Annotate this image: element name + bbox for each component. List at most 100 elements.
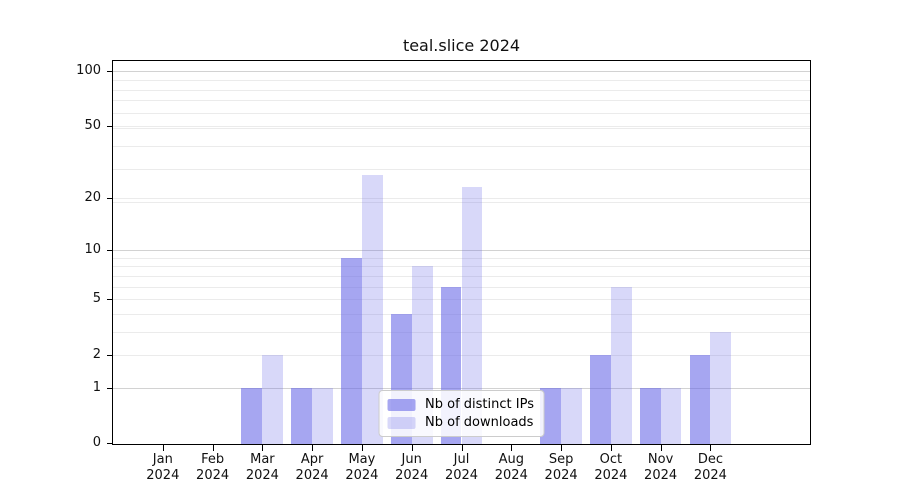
- legend-label-distinct-ips: Nb of distinct IPs: [425, 397, 534, 412]
- y-tick: [107, 126, 113, 127]
- x-tick: [212, 445, 214, 451]
- gridline-major: [113, 387, 810, 389]
- x-tick-label-month: Apr: [300, 452, 324, 467]
- x-tick-label: Jul 2024: [422, 452, 502, 484]
- gridline-minor: [113, 275, 810, 277]
- x-tick-label-year: 2024: [395, 468, 429, 483]
- gridline-minor: [113, 169, 810, 170]
- x-tick-label-month: Nov: [647, 452, 674, 467]
- gridline-minor: [113, 112, 810, 114]
- legend-swatch-distinct-ips: [387, 398, 416, 411]
- x-tick-label: Jan 2024: [123, 452, 203, 484]
- x-tick-label-month: Oct: [599, 452, 623, 467]
- gridline-minor: [113, 355, 810, 357]
- y-tick-label: 10: [84, 242, 101, 258]
- y-tick-label: 0: [92, 435, 101, 450]
- chart-title: teal.slice 2024: [402, 36, 521, 55]
- bar-downloads: [262, 355, 284, 444]
- bar-distinct-ips: [341, 257, 362, 444]
- gridline-minor: [113, 145, 810, 147]
- x-tick: [262, 445, 264, 451]
- gridline-major: [113, 70, 810, 72]
- bar-distinct-ips: [291, 387, 313, 444]
- gridline-minor: [113, 299, 810, 301]
- y-tick: [107, 387, 113, 389]
- x-tick: [162, 445, 164, 451]
- x-tick-label-year: 2024: [644, 468, 678, 483]
- x-tick-label: Feb 2024: [173, 452, 253, 484]
- gridline-minor: [113, 127, 810, 129]
- y-tick: [107, 197, 113, 199]
- bar-downloads: [610, 286, 632, 444]
- legend-item-downloads: Nb of downloads: [387, 415, 534, 430]
- bar-downloads: [312, 387, 333, 444]
- x-tick-label-year: 2024: [146, 468, 180, 483]
- x-tick-label: May 2024: [322, 452, 402, 484]
- x-tick-label-month: Jan: [152, 452, 173, 467]
- x-tick-label-month: Dec: [697, 452, 723, 467]
- x-tick-label-month: Sep: [548, 452, 574, 467]
- y-tick: [107, 250, 113, 252]
- x-tick: [312, 445, 314, 451]
- gridline-minor: [113, 331, 810, 333]
- x-tick: [660, 445, 662, 451]
- y-tick-label: 2: [92, 347, 101, 363]
- bar-distinct-ips: [689, 355, 711, 444]
- bar-distinct-ips: [639, 387, 661, 444]
- bar-distinct-ips: [241, 387, 263, 444]
- x-tick-label-year: 2024: [295, 468, 329, 483]
- legend-swatch-downloads: [387, 416, 416, 429]
- x-tick-label-year: 2024: [196, 468, 230, 483]
- x-tick: [610, 445, 612, 451]
- y-tick-label: 1: [92, 379, 101, 395]
- gridline-minor: [113, 197, 810, 199]
- x-tick-label-year: 2024: [594, 468, 628, 483]
- x-tick-label-month: Jun: [401, 452, 422, 467]
- plot-area: Nb of distinct IPs Nb of downloads: [112, 60, 811, 445]
- x-tick-label-year: 2024: [444, 468, 479, 483]
- bar-downloads: [710, 331, 732, 444]
- y-tick: [107, 70, 113, 72]
- bar-downloads: [361, 174, 383, 444]
- bar-distinct-ips: [589, 355, 611, 444]
- gridline-minor: [113, 266, 810, 268]
- gridline-minor: [113, 201, 810, 203]
- gridline-minor: [113, 286, 810, 288]
- legend-label-downloads: Nb of downloads: [425, 415, 534, 430]
- x-tick-label-month: Jul: [453, 452, 470, 467]
- bar-downloads: [660, 387, 682, 444]
- x-tick-label: Dec 2024: [670, 452, 750, 484]
- x-tick-label-month: Mar: [250, 452, 275, 467]
- gridline-minor: [113, 257, 810, 259]
- gridline-minor: [113, 100, 810, 102]
- y-tick-label: 5: [92, 291, 101, 307]
- x-tick-label-year: 2024: [544, 468, 578, 483]
- x-tick: [561, 445, 563, 451]
- x-tick-label-year: 2024: [693, 468, 727, 483]
- x-tick: [361, 445, 363, 451]
- bar-downloads: [561, 387, 582, 444]
- y-tick-label: 100: [76, 62, 101, 78]
- x-tick-label: Oct 2024: [571, 452, 651, 484]
- legend: Nb of distinct IPs Nb of downloads: [378, 390, 545, 437]
- legend-item-distinct-ips: Nb of distinct IPs: [387, 397, 534, 412]
- gridline-minor: [113, 89, 810, 91]
- x-tick-label-month: Aug: [498, 452, 524, 467]
- x-tick: [511, 445, 513, 451]
- x-tick-label: Sep 2024: [521, 452, 601, 484]
- gridline-major: [113, 250, 810, 252]
- x-tick-label-year: 2024: [494, 468, 528, 483]
- bar-downloads: [461, 187, 483, 444]
- y-tick: [107, 443, 113, 444]
- gridline-minor: [113, 313, 810, 315]
- x-tick-label-year: 2024: [345, 468, 379, 483]
- x-tick-label-month: May: [348, 452, 376, 467]
- y-tick: [107, 355, 113, 357]
- y-tick: [107, 299, 113, 301]
- x-tick-label: Jun 2024: [372, 452, 452, 484]
- x-tick: [710, 445, 712, 451]
- x-tick-label-year: 2024: [245, 468, 279, 483]
- x-tick-label: Mar 2024: [222, 452, 302, 484]
- x-tick: [461, 445, 463, 451]
